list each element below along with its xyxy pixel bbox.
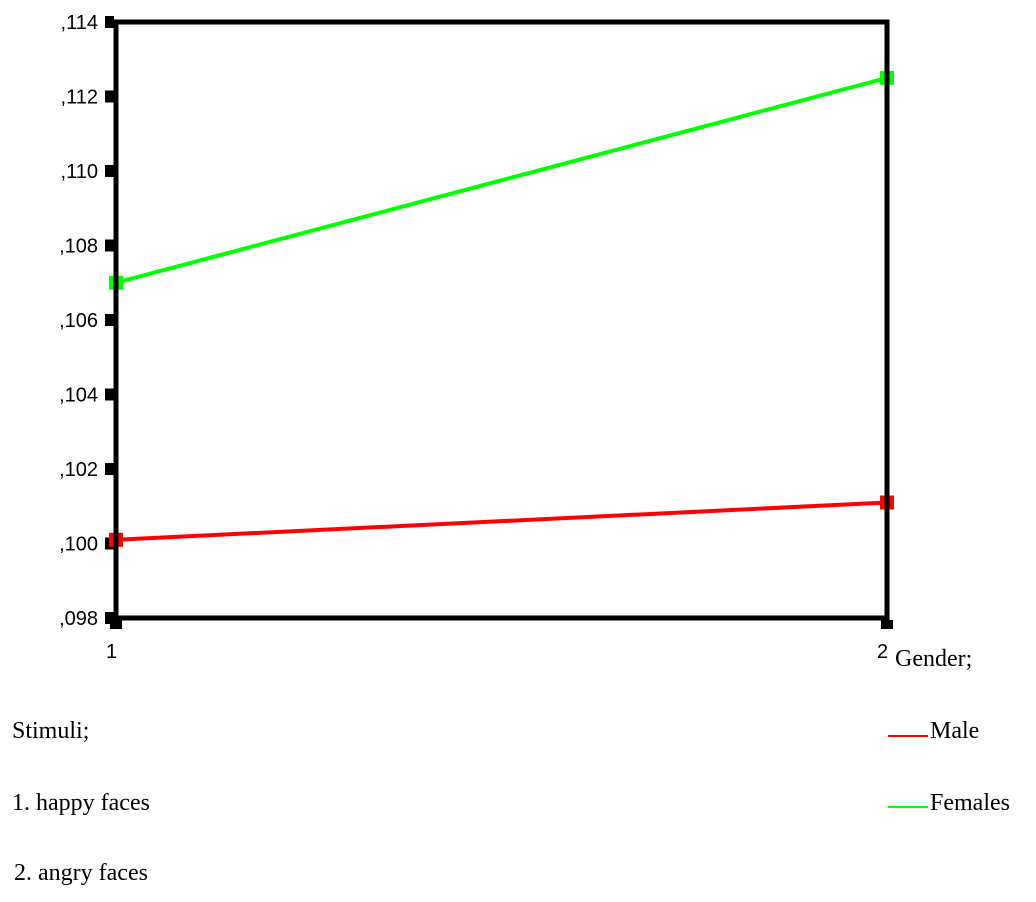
stimuli-item-1: 1. happy faces <box>12 790 150 816</box>
y-tick-label: ,102 <box>59 459 98 481</box>
x-axis-label: Gender; <box>895 646 973 672</box>
legend-label-females: Females <box>930 790 1010 816</box>
y-tick-mark <box>105 388 114 401</box>
y-tick-mark <box>105 463 114 475</box>
y-axis-ticks: ,098 ,100 ,102 ,104 ,106 ,108 ,110 ,112 ,114 <box>59 12 114 630</box>
y-tick-mark <box>105 612 114 624</box>
y-tick-label: ,108 <box>59 236 98 258</box>
plot-frame <box>113 19 890 621</box>
stimuli-item-2: 2. angry faces <box>14 860 148 886</box>
y-tick-label: ,104 <box>59 385 98 407</box>
legend-label-male: Male <box>930 718 980 744</box>
stimuli-title: Stimuli; <box>12 718 90 744</box>
x-tick-label: 1 <box>106 641 117 663</box>
y-tick-mark <box>105 239 114 252</box>
legend-swatch-male <box>888 735 928 737</box>
y-tick-label: ,110 <box>61 161 98 183</box>
y-tick-label: ,100 <box>59 534 98 556</box>
y-tick-label: ,106 <box>59 310 98 332</box>
series-line-females <box>115 75 888 285</box>
y-tick-mark <box>105 165 114 177</box>
x-tick-mark <box>881 620 893 629</box>
y-tick-label: ,114 <box>61 12 98 34</box>
x-tick-mark <box>110 620 122 629</box>
y-tick-label: ,112 <box>61 87 98 109</box>
y-tick-label: ,098 <box>59 608 98 630</box>
y-tick-mark <box>105 90 114 103</box>
series-line-male <box>115 500 888 542</box>
y-tick-mark <box>105 314 114 326</box>
legend-swatch-females <box>888 806 928 808</box>
y-tick-mark <box>105 16 114 28</box>
series-layer <box>109 70 894 547</box>
x-tick-label: 2 <box>877 641 888 663</box>
